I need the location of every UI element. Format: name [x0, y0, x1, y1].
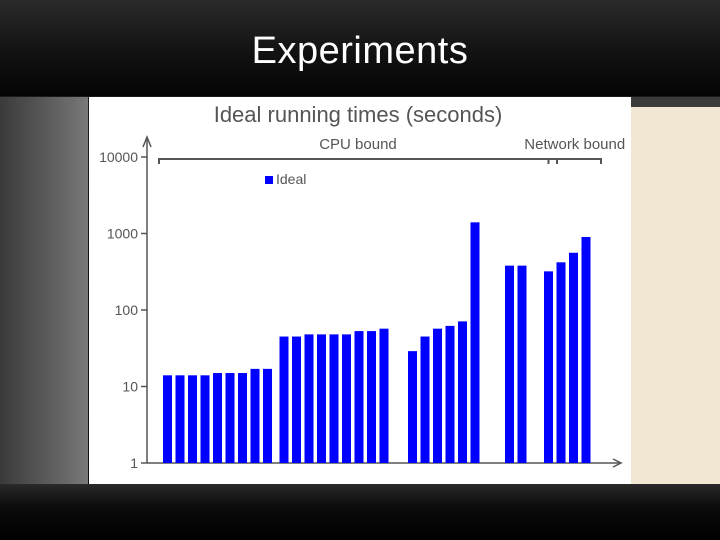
bar: [263, 368, 272, 463]
bar: [342, 334, 351, 463]
title-band: [0, 0, 720, 96]
group-label: Network bound: [524, 136, 625, 153]
bar: [470, 222, 480, 463]
x-axis-arrow: [612, 458, 623, 468]
group-label: CPU bound: [319, 136, 397, 153]
left-decor-band: [0, 97, 88, 484]
bar: [367, 331, 376, 463]
group-brackets: CPU bound Network bound: [158, 136, 625, 164]
bar: [250, 368, 260, 463]
group-bracket: [158, 158, 558, 164]
bar: [505, 265, 514, 463]
bar: [517, 265, 527, 463]
bar: [317, 334, 326, 463]
bar: [163, 375, 172, 463]
y-axis-arrow: [142, 134, 152, 148]
right-decor-band: [631, 97, 720, 484]
bar: [304, 334, 314, 463]
bar: [213, 373, 222, 463]
legend: Ideal: [265, 171, 306, 187]
bar: [544, 271, 553, 463]
bar: [188, 375, 197, 463]
bar: [379, 328, 389, 463]
bar: [225, 373, 235, 463]
y-tick-label: 10: [122, 379, 138, 395]
bar: [238, 373, 247, 463]
bar: [556, 262, 566, 463]
bar: [581, 237, 591, 463]
bar: [279, 336, 289, 463]
y-tick-label: 1000: [107, 226, 138, 242]
bar: [433, 328, 442, 463]
bar: [408, 351, 417, 463]
legend-label: Ideal: [276, 171, 306, 187]
y-tick-label: 10000: [99, 149, 138, 165]
y-tick-label: 1: [130, 455, 138, 471]
bottom-band: [0, 484, 720, 540]
right-decor-band-top: [631, 97, 720, 107]
bar: [458, 321, 467, 463]
bar: [445, 325, 455, 463]
bar: [354, 331, 364, 463]
bars: [163, 222, 591, 463]
bar: [200, 375, 210, 463]
bar-chart: Ideal running times (seconds) 1 10 100 1000…: [99, 102, 625, 471]
bar: [175, 375, 185, 463]
y-tick-label: 100: [115, 302, 139, 318]
y-ticks: 1 10 100 1000 10000: [99, 149, 147, 471]
bar: [420, 336, 430, 463]
bar: [292, 336, 301, 463]
chart-panel: Ideal running times (seconds) 1 10 100 1000…: [89, 97, 631, 484]
slide-title: Experiments: [251, 30, 469, 72]
legend-swatch: [265, 176, 273, 184]
chart-title: Ideal running times (seconds): [214, 102, 503, 127]
group-bracket: [547, 158, 602, 164]
bar: [329, 334, 339, 463]
bar: [569, 252, 578, 463]
